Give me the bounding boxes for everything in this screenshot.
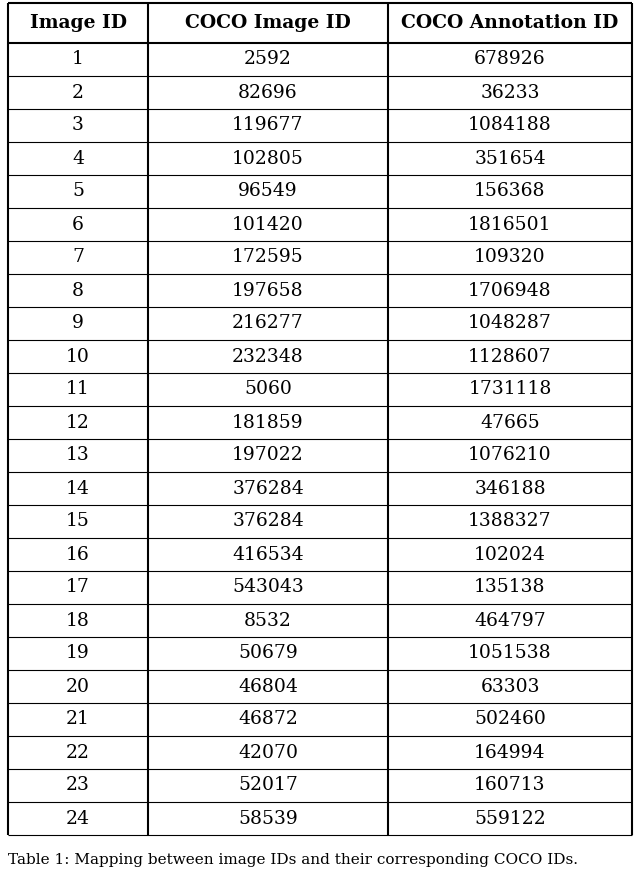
Text: 5: 5: [72, 183, 84, 200]
Text: 416534: 416534: [232, 545, 304, 563]
Text: 22: 22: [66, 743, 90, 762]
Text: 23: 23: [66, 776, 90, 795]
Text: 8: 8: [72, 282, 84, 299]
Text: 46804: 46804: [238, 677, 298, 696]
Text: 8532: 8532: [244, 611, 292, 630]
Text: 346188: 346188: [474, 479, 546, 497]
Text: 376284: 376284: [232, 479, 304, 497]
Text: 376284: 376284: [232, 512, 304, 530]
Text: 197658: 197658: [232, 282, 304, 299]
Text: 1731118: 1731118: [468, 380, 552, 398]
Text: 1816501: 1816501: [468, 216, 552, 233]
Text: 1388327: 1388327: [468, 512, 552, 530]
Text: 15: 15: [66, 512, 90, 530]
Text: 1706948: 1706948: [468, 282, 552, 299]
Text: 119677: 119677: [232, 117, 304, 135]
Text: 1084188: 1084188: [468, 117, 552, 135]
Text: 102805: 102805: [232, 150, 304, 168]
Text: 16: 16: [66, 545, 90, 563]
Text: 135138: 135138: [474, 578, 546, 596]
Text: 3: 3: [72, 117, 84, 135]
Text: Image ID: Image ID: [29, 14, 127, 32]
Text: 1048287: 1048287: [468, 315, 552, 332]
Text: 19: 19: [66, 644, 90, 663]
Text: 42070: 42070: [238, 743, 298, 762]
Text: 156368: 156368: [474, 183, 546, 200]
Text: 1051538: 1051538: [468, 644, 552, 663]
Text: 9: 9: [72, 315, 84, 332]
Text: 109320: 109320: [474, 249, 546, 266]
Text: 5060: 5060: [244, 380, 292, 398]
Text: 46872: 46872: [238, 710, 298, 729]
Text: 559122: 559122: [474, 810, 546, 828]
Text: 11: 11: [66, 380, 90, 398]
Text: 543043: 543043: [232, 578, 304, 596]
Text: 1: 1: [72, 51, 84, 69]
Text: 14: 14: [66, 479, 90, 497]
Text: 20: 20: [66, 677, 90, 696]
Text: 160713: 160713: [474, 776, 546, 795]
Text: 101420: 101420: [232, 216, 304, 233]
Text: Table 1: Mapping between image IDs and their corresponding COCO IDs.: Table 1: Mapping between image IDs and t…: [8, 853, 578, 867]
Text: 216277: 216277: [232, 315, 304, 332]
Text: COCO Image ID: COCO Image ID: [185, 14, 351, 32]
Text: 197022: 197022: [232, 446, 304, 464]
Text: 17: 17: [66, 578, 90, 596]
Text: 7: 7: [72, 249, 84, 266]
Text: 2: 2: [72, 84, 84, 102]
Text: 1128607: 1128607: [468, 347, 552, 365]
Text: 232348: 232348: [232, 347, 304, 365]
Text: 50679: 50679: [238, 644, 298, 663]
Text: 18: 18: [66, 611, 90, 630]
Text: 4: 4: [72, 150, 84, 168]
Text: 502460: 502460: [474, 710, 546, 729]
Text: 63303: 63303: [480, 677, 540, 696]
Text: 10: 10: [66, 347, 90, 365]
Text: 21: 21: [66, 710, 90, 729]
Text: 1076210: 1076210: [468, 446, 552, 464]
Text: 351654: 351654: [474, 150, 546, 168]
Text: 164994: 164994: [474, 743, 546, 762]
Text: COCO Annotation ID: COCO Annotation ID: [401, 14, 619, 32]
Text: 47665: 47665: [480, 413, 540, 431]
Text: 172595: 172595: [232, 249, 304, 266]
Text: 96549: 96549: [238, 183, 298, 200]
Text: 58539: 58539: [238, 810, 298, 828]
Text: 6: 6: [72, 216, 84, 233]
Text: 102024: 102024: [474, 545, 546, 563]
Text: 82696: 82696: [238, 84, 298, 102]
Text: 678926: 678926: [474, 51, 546, 69]
Text: 36233: 36233: [480, 84, 540, 102]
Text: 12: 12: [66, 413, 90, 431]
Text: 13: 13: [66, 446, 90, 464]
Text: 464797: 464797: [474, 611, 546, 630]
Text: 24: 24: [66, 810, 90, 828]
Text: 2592: 2592: [244, 51, 292, 69]
Text: 181859: 181859: [232, 413, 304, 431]
Text: 52017: 52017: [238, 776, 298, 795]
